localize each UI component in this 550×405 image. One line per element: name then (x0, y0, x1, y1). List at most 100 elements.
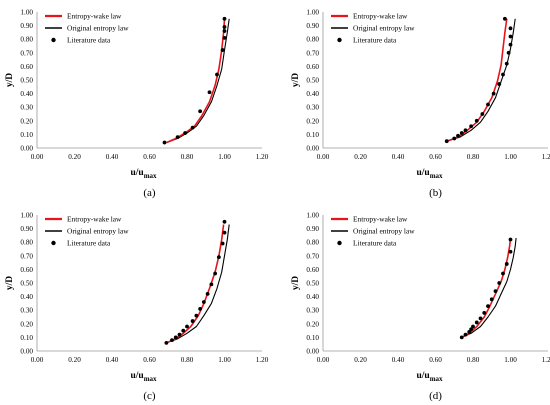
y-tick-label: 0.40 (306, 293, 319, 301)
literature-data-point (508, 249, 513, 254)
literature-data-point (459, 131, 464, 135)
literature-data-point (216, 255, 221, 260)
x-axis-label: u/umax (416, 371, 443, 383)
y-tick-label: 0.30 (306, 307, 319, 315)
y-tick-label: 0.80 (20, 239, 33, 247)
x-tick-label: 0.40 (106, 153, 119, 161)
literature-data-point (190, 319, 195, 323)
chart-panel-c: 0.00 0.10 0.20 0.30 0.40 0.50 0.60 0.70 0.80 0.90… (5, 212, 269, 403)
x-axis-label-subscript: max (430, 375, 443, 383)
y-tick-label: 0.80 (306, 239, 319, 247)
literature-data-point (201, 300, 206, 304)
literature-data-point (504, 262, 509, 266)
literature-data-point (467, 330, 472, 334)
legend-label: Entropy-wake law (67, 215, 122, 224)
x-axis-label-subscript: max (144, 172, 157, 180)
x-axis-label-main: u/u (416, 371, 430, 381)
literature-data-point (508, 237, 513, 242)
chart-panel-d: 0.00 0.10 0.20 0.30 0.40 0.50 0.60 0.70 0.80 0.90… (291, 212, 550, 403)
x-tick-label: 0.20 (354, 153, 367, 161)
y-tick-label: 0.50 (20, 77, 33, 85)
literature-data-point (222, 35, 227, 40)
literature-data-point (474, 320, 479, 325)
y-axis-label: y/D (291, 276, 301, 290)
y-tick-label: 0.00 (306, 145, 319, 153)
literature-data-point (456, 133, 460, 138)
chart-panel-a: 0.00 0.10 0.20 0.30 0.40 0.50 0.60 0.70 0.80 0.90… (5, 9, 269, 200)
literature-data-point (478, 316, 483, 321)
y-tick-label: 0.30 (20, 104, 33, 112)
y-tick-label: 0.60 (306, 63, 319, 71)
literature-data-point (222, 219, 227, 224)
y-tick-label: 0.10 (20, 131, 33, 139)
y-tick-label: 1.00 (306, 9, 319, 17)
legend-label: Literature data (353, 36, 397, 45)
y-tick-label: 0.40 (20, 90, 33, 98)
literature-data-point (222, 29, 227, 33)
legend-label: Entropy-wake law (353, 215, 408, 224)
y-tick-label: 0.00 (20, 348, 33, 356)
legend-label: Original entropy law (67, 227, 129, 236)
literature-data-point (173, 335, 178, 340)
literature-data-point (501, 72, 505, 77)
y-tick-label: 0.60 (20, 63, 33, 71)
x-tick-label: 1.00 (504, 356, 517, 364)
y-tick-label: 0.40 (306, 90, 319, 98)
y-tick-label: 0.70 (20, 252, 33, 260)
y-tick-label: 0.90 (306, 22, 319, 30)
y-tick-label: 0.10 (306, 131, 319, 139)
x-tick-label: 0.00 (31, 153, 44, 161)
y-tick-label: 0.40 (20, 293, 33, 301)
literature-data-point (205, 291, 210, 296)
y-tick-label: 0.60 (20, 266, 33, 274)
x-axis-label-main: u/u (130, 168, 144, 178)
x-tick-label: 0.60 (143, 356, 156, 364)
y-tick-label: 0.10 (20, 334, 33, 342)
y-tick-label: 0.50 (306, 77, 319, 85)
x-tick-label: 1.20 (542, 356, 550, 364)
x-tick-label: 1.00 (504, 153, 517, 161)
x-tick-label: 0.60 (143, 153, 156, 161)
x-tick-label: 0.00 (317, 153, 330, 161)
legend-label: Original entropy law (67, 24, 129, 33)
literature-data-point (185, 324, 189, 329)
literature-data-point (463, 128, 468, 133)
literature-data-point (162, 140, 167, 145)
literature-data-point (489, 297, 494, 302)
y-axis-label: y/D (291, 73, 301, 87)
legend-label: Literature data (67, 36, 111, 45)
x-axis-label: u/umax (416, 168, 443, 180)
y-tick-label: 0.90 (20, 225, 33, 233)
literature-data-point (474, 118, 479, 123)
x-tick-label: 0.80 (467, 153, 480, 161)
legend-label: Original entropy law (353, 227, 415, 236)
literature-data-point (222, 16, 227, 21)
entropy-wake-law-line (166, 18, 226, 144)
literature-data-point (463, 332, 468, 337)
legend-swatch-point (337, 240, 342, 246)
literature-data-point (469, 327, 474, 332)
y-tick-label: 1.00 (20, 212, 33, 220)
x-tick-label: 1.00 (218, 356, 231, 364)
x-tick-label: 0.20 (68, 153, 81, 161)
legend-label: Entropy-wake law (353, 12, 408, 21)
y-axis-label: y/D (5, 276, 15, 290)
y-tick-label: 0.20 (20, 117, 33, 125)
y-tick-label: 0.70 (306, 252, 319, 260)
literature-data-point (220, 241, 225, 246)
x-axis-label: u/umax (130, 371, 157, 383)
y-tick-label: 1.00 (20, 9, 33, 17)
panel-caption: (b) (429, 187, 442, 199)
literature-data-point (444, 139, 449, 144)
literature-data-point (491, 91, 496, 96)
literature-data-point (497, 82, 502, 86)
original-entropy-law-line (166, 224, 230, 344)
panel-caption: (d) (429, 390, 442, 402)
x-tick-label: 0.20 (68, 356, 81, 364)
literature-data-point (497, 281, 502, 285)
literature-data-point (175, 135, 180, 140)
y-tick-label: 0.50 (306, 280, 319, 288)
y-tick-label: 0.30 (20, 307, 33, 315)
literature-data-point (502, 16, 507, 21)
